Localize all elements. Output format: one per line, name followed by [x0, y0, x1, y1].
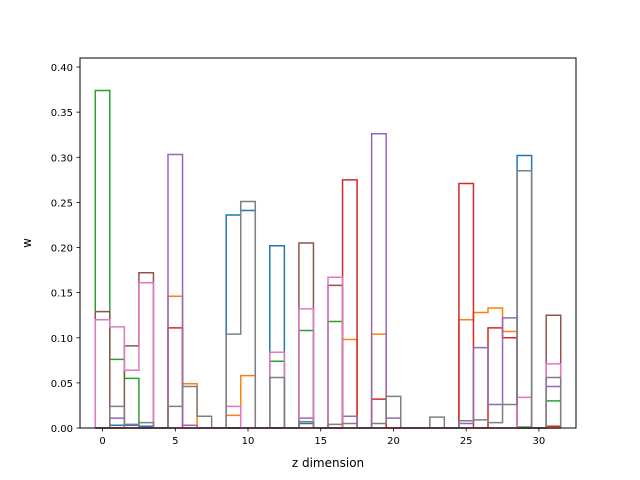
y-tick-label: 0.00 [51, 424, 73, 435]
axes-layer [79, 57, 577, 429]
x-tick-label: 0 [99, 436, 105, 447]
series-7-steps [95, 170, 562, 429]
y-tick-label: 0.10 [51, 334, 73, 345]
y-tick-label: 0.40 [51, 63, 73, 74]
y-tick-label: 0.30 [51, 153, 73, 164]
y-tick-label: 0.35 [51, 108, 73, 119]
plot-area-frame [79, 57, 577, 429]
y-axis-label: w [20, 238, 34, 248]
y-tick-label: 0.20 [51, 244, 73, 255]
x-tick-label: 30 [533, 436, 546, 447]
x-tick-label: 25 [460, 436, 473, 447]
x-tick-label: 20 [387, 436, 400, 447]
x-tick-label: 10 [242, 436, 255, 447]
x-axis-label: z dimension [292, 456, 364, 470]
x-axis-ticks: 0 5 10 15 20 25 30 [99, 428, 545, 447]
y-tick-label: 0.05 [51, 379, 73, 390]
y-tick-label: 0.15 [51, 289, 73, 300]
x-tick-label: 5 [172, 436, 178, 447]
x-tick-label: 15 [314, 436, 327, 447]
y-axis-ticks: 0.00 0.05 0.10 0.15 0.20 0.25 0.30 0.35 0.40 [51, 63, 80, 435]
y-tick-label: 0.25 [51, 198, 73, 209]
